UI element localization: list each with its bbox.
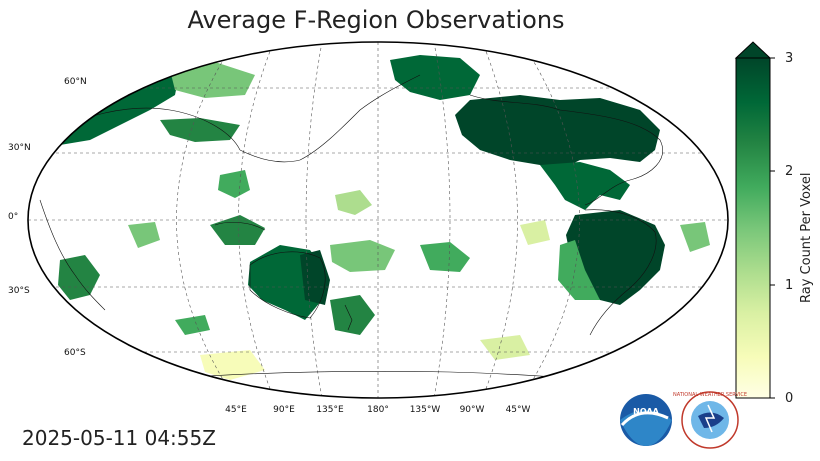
colorbar-tick-3: 3 — [785, 51, 794, 66]
lat-label-0: 0° — [8, 212, 18, 222]
density-patch-indonesia — [210, 215, 265, 245]
timestamp: 2025-05-11 04:55Z — [22, 426, 216, 450]
density-patch-south-atlantic — [680, 222, 710, 252]
density-patch-south-pacific-3 — [480, 335, 530, 360]
density-patch-europe — [160, 118, 240, 142]
lat-label-60s: 60°S — [64, 348, 86, 358]
lon-label-45w: 45°W — [506, 405, 531, 415]
colorbar-extend-arrow — [734, 41, 772, 59]
lon-label-135w: 135°W — [410, 405, 441, 415]
coast-north-america — [469, 94, 663, 206]
density-patch-south-america — [566, 210, 665, 305]
density-patch-nz — [330, 295, 375, 335]
density-patch-east-pacific — [520, 220, 550, 245]
coast-indonesia — [214, 221, 266, 231]
graticule — [28, 42, 728, 398]
coast-nz — [344, 304, 353, 331]
colorbar-tick-0: 0 — [785, 391, 794, 406]
map-body — [28, 42, 728, 398]
colorbar-tick-1: 1 — [785, 278, 794, 293]
lat-label-30s: 30°S — [8, 286, 30, 296]
lon-label-90w: 90°W — [460, 405, 485, 415]
colorbar-tick-2: 2 — [785, 164, 794, 179]
chart-title: Average F-Region Observations — [187, 6, 565, 34]
lon-label-90e: 90°E — [273, 405, 295, 415]
noaa-logo: NOAA — [620, 394, 672, 446]
density-patch-southern-ocean — [175, 315, 210, 335]
svg-text:NOAA: NOAA — [633, 407, 659, 416]
density-patch-se-asia — [218, 170, 250, 198]
coast-africa-west — [39, 199, 106, 311]
density-patch-africa-2 — [128, 222, 160, 248]
colorbar-fill — [735, 57, 771, 399]
density-patch-pacific-3 — [335, 190, 372, 215]
lon-label-45e: 45°E — [225, 405, 247, 415]
lat-label-60n: 60°N — [64, 77, 87, 87]
density-patch-bering — [390, 55, 480, 100]
globe-outline — [27, 41, 729, 399]
coast-asia — [239, 74, 421, 163]
density-patch-pacific-1 — [330, 240, 395, 272]
colorbar — [734, 41, 775, 399]
coast-australia — [249, 251, 326, 319]
density-patch-south-america-edge — [558, 240, 600, 300]
density-patch-southern-ocean-2 — [200, 350, 265, 380]
nws-logo: NATIONAL WEATHER SERVICE — [673, 391, 747, 449]
density-patch-pacific-2 — [420, 242, 470, 272]
density-patch-north-america — [455, 95, 660, 170]
lon-label-135e: 135°E — [316, 405, 344, 415]
lat-label-30n: 30°N — [8, 143, 31, 153]
lon-label-180: 180° — [367, 405, 389, 415]
density-patch-central-america — [540, 162, 630, 210]
svg-text:NATIONAL WEATHER SERVICE: NATIONAL WEATHER SERVICE — [673, 392, 747, 398]
density-patch-africa — [58, 255, 100, 300]
coast-south-america — [584, 209, 657, 336]
colorbar-axis-label: Ray Count Per Voxel — [799, 172, 814, 303]
